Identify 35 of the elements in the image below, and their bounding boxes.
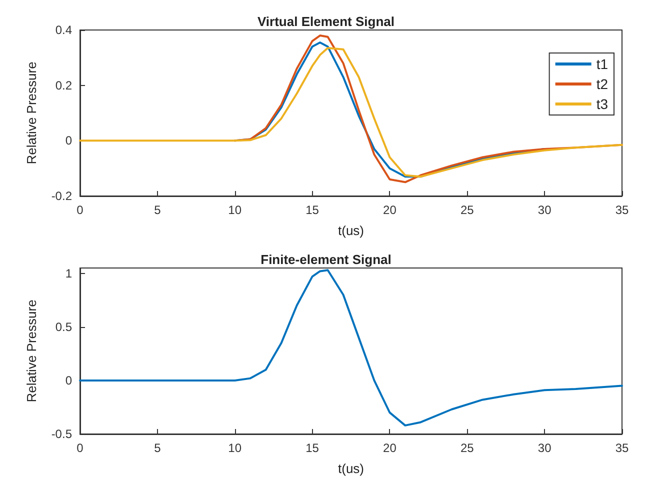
chart-title: Finite-element Signal (260, 252, 392, 267)
x-tick-label: 10 (228, 203, 242, 217)
legend-label: t3 (596, 96, 608, 112)
y-axis-title: Relative Pressure (24, 62, 39, 164)
x-tick-label: 20 (383, 441, 397, 455)
chart-title: Virtual Element Signal (257, 14, 395, 29)
x-tick-label: 15 (306, 203, 320, 217)
x-tick-label: 10 (228, 441, 242, 455)
x-tick-label: 15 (306, 441, 320, 455)
x-tick-label: 0 (76, 203, 84, 217)
x-tick-label: 25 (460, 441, 474, 455)
y-tick-label: -0.2 (51, 189, 72, 203)
x-tick-label: 5 (154, 203, 162, 217)
line-series (79, 269, 623, 426)
x-axis-title: t(us) (338, 223, 364, 238)
y-tick-label: 0 (65, 373, 72, 388)
legend-label: t1 (596, 56, 608, 72)
y-tick-label: 1 (65, 266, 72, 280)
x-tick-label: 0 (76, 441, 84, 455)
x-tick-label: 25 (460, 203, 474, 217)
y-tick-label: 0 (65, 134, 72, 148)
y-axis-title: Relative Pressure (24, 300, 39, 402)
x-axis-title: t(us) (338, 461, 364, 476)
x-tick-label: 35 (615, 203, 629, 217)
y-tick-label: 0.2 (55, 78, 72, 92)
y-tick-label: 0.4 (55, 23, 72, 37)
x-tick-label: 5 (154, 441, 162, 455)
y-tick-label: -0.5 (51, 427, 72, 441)
legend-label: t2 (596, 76, 608, 92)
y-tick-label: 0.5 (55, 320, 72, 334)
line-series (79, 46, 623, 178)
x-tick-label: 20 (383, 203, 397, 217)
x-tick-label: 30 (538, 441, 552, 455)
x-tick-label: 30 (538, 203, 552, 217)
x-tick-label: 35 (615, 441, 629, 455)
